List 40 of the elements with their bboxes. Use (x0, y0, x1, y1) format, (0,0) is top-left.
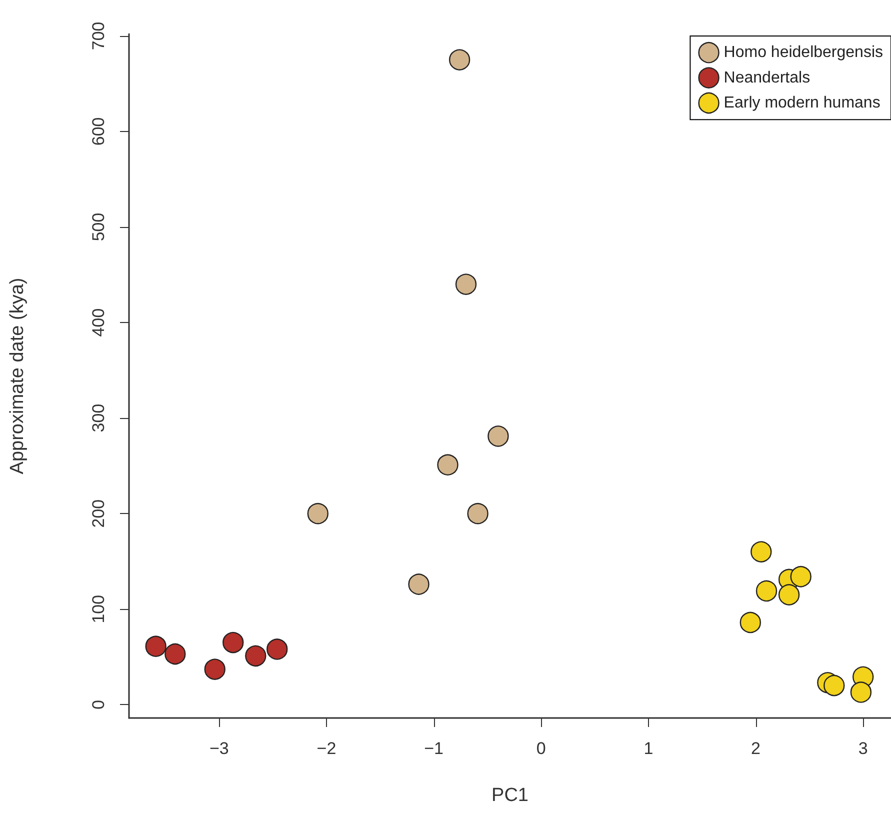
point (750, 541, 772, 562)
y-axis-title: Approximate date (kya) (7, 278, 28, 474)
point (790, 566, 812, 588)
point (740, 612, 762, 634)
legend-label: Early modern humans (724, 94, 880, 112)
point (145, 636, 166, 657)
point (245, 645, 266, 666)
point (448, 49, 470, 70)
x-tick-label: 0 (536, 739, 546, 758)
point (778, 584, 800, 606)
y-tick-label: 100 (89, 594, 108, 624)
point (488, 426, 509, 447)
y-tick-label: 300 (89, 404, 108, 432)
x-tick-label: −1 (424, 739, 444, 758)
y-tick-label: 400 (89, 308, 108, 337)
point (222, 632, 244, 654)
x-tick-label: 2 (751, 739, 761, 758)
x-tick-label: −2 (316, 739, 336, 758)
x-tick-label: 1 (644, 739, 654, 758)
y-tick-label: 500 (89, 212, 108, 242)
point (437, 454, 458, 476)
point (756, 580, 778, 602)
point (455, 274, 477, 295)
point (850, 682, 872, 703)
legend-label: Homo heidelbergensis (724, 44, 883, 62)
y-tick-label: 0 (89, 700, 108, 710)
point (824, 674, 845, 696)
x-axis-title: PC1 (492, 785, 528, 806)
y-tick-label: 200 (89, 499, 108, 528)
point (204, 658, 226, 680)
legend-label: Neandertals (724, 69, 810, 86)
x-tick-label: −3 (209, 739, 229, 758)
x-tick-label: 3 (858, 739, 868, 758)
point (266, 638, 288, 660)
point (307, 502, 328, 524)
y-tick-label: 700 (89, 22, 108, 50)
y-tick-label: 600 (89, 117, 108, 146)
point (467, 502, 488, 524)
point (164, 643, 186, 665)
point (408, 574, 430, 595)
